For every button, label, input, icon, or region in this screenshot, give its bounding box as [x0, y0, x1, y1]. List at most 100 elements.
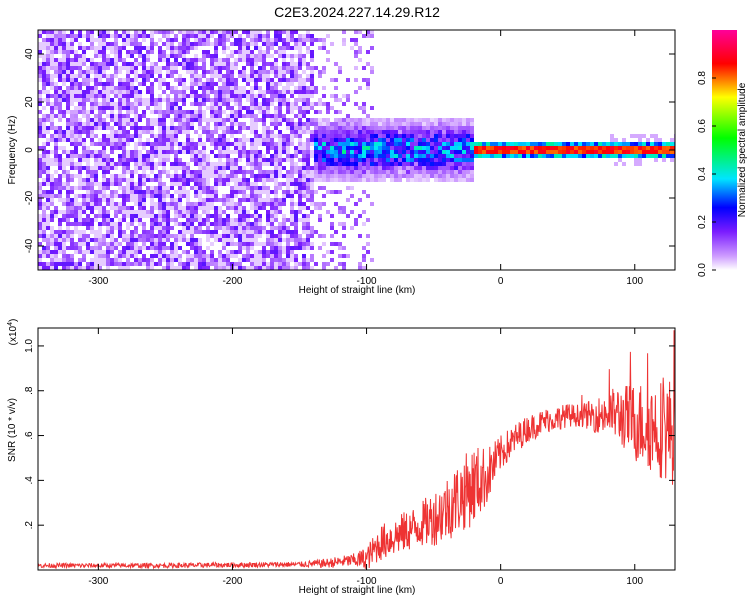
- heatmap-cell: [370, 202, 374, 206]
- heatmap-cell: [238, 202, 242, 206]
- heatmap-cell: [598, 146, 602, 150]
- heatmap-cell: [266, 114, 270, 118]
- heatmap-cell: [218, 146, 222, 150]
- heatmap-cell: [366, 78, 370, 82]
- heatmap-cell: [74, 222, 78, 226]
- heatmap-cell: [230, 194, 234, 198]
- heatmap-cell: [330, 226, 334, 230]
- heatmap-cell: [318, 138, 322, 142]
- heatmap-cell: [90, 202, 94, 206]
- heatmap-cell: [54, 30, 58, 34]
- heatmap-cell: [638, 158, 642, 162]
- heatmap-cell: [614, 142, 618, 146]
- heatmap-cell: [130, 70, 134, 74]
- heatmap-cell: [170, 254, 174, 258]
- heatmap-cell: [126, 122, 130, 126]
- heatmap-cell: [346, 130, 350, 134]
- heatmap-cell: [58, 190, 62, 194]
- heatmap-cell: [326, 178, 330, 182]
- heatmap-cell: [174, 106, 178, 110]
- heatmap-cell: [642, 154, 646, 158]
- heatmap-cell: [310, 54, 314, 58]
- heatmap-cell: [94, 50, 98, 54]
- heatmap-cell: [130, 262, 134, 266]
- heatmap-cell: [118, 114, 122, 118]
- heatmap-cell: [214, 54, 218, 58]
- heatmap-cell: [366, 118, 370, 122]
- heatmap-cell: [138, 174, 142, 178]
- heatmap-cell: [426, 150, 430, 154]
- heatmap-cell: [510, 142, 514, 146]
- heatmap-cell: [334, 150, 338, 154]
- heatmap-cell: [182, 222, 186, 226]
- heatmap-cell: [178, 262, 182, 266]
- heatmap-cell: [590, 154, 594, 158]
- heatmap-cell: [130, 254, 134, 258]
- heatmap-cell: [162, 238, 166, 242]
- heatmap-cell: [42, 106, 46, 110]
- heatmap-cell: [250, 146, 254, 150]
- heatmap-cell: [110, 106, 114, 110]
- heatmap-cell: [346, 134, 350, 138]
- heatmap-cell: [282, 98, 286, 102]
- heatmap-cell: [306, 258, 310, 262]
- heatmap-cell: [246, 110, 250, 114]
- heatmap-cell: [166, 210, 170, 214]
- heatmap-cell: [306, 186, 310, 190]
- heatmap-cell: [294, 166, 298, 170]
- heatmap-cell: [170, 118, 174, 122]
- heatmap-cell: [114, 210, 118, 214]
- heatmap-cell: [86, 222, 90, 226]
- heatmap-cell: [462, 162, 466, 166]
- heatmap-cell: [514, 146, 518, 150]
- heatmap-cell: [334, 122, 338, 126]
- heatmap-cell: [258, 94, 262, 98]
- heatmap-cell: [438, 126, 442, 130]
- heatmap-cell: [182, 114, 186, 118]
- heatmap-cell: [262, 90, 266, 94]
- heatmap-cell: [130, 78, 134, 82]
- heatmap-cell: [234, 138, 238, 142]
- heatmap-cell: [242, 150, 246, 154]
- heatmap-cell: [222, 222, 226, 226]
- heatmap-cell: [466, 166, 470, 170]
- heatmap-cell: [74, 266, 78, 270]
- heatmap-cell: [162, 162, 166, 166]
- heatmap-cell: [270, 94, 274, 98]
- heatmap-cell: [190, 62, 194, 66]
- heatmap-cell: [294, 162, 298, 166]
- heatmap-cell: [234, 206, 238, 210]
- heatmap-cell: [246, 98, 250, 102]
- heatmap-cell: [106, 30, 110, 34]
- heatmap-cell: [146, 106, 150, 110]
- heatmap-cell: [262, 114, 266, 118]
- heatmap-cell: [142, 74, 146, 78]
- heatmap-cell: [74, 126, 78, 130]
- heatmap-cell: [202, 66, 206, 70]
- heatmap-cell: [46, 234, 50, 238]
- heatmap-cell: [310, 226, 314, 230]
- heatmap-cell: [318, 110, 322, 114]
- heatmap-cell: [126, 170, 130, 174]
- heatmap-cell: [374, 166, 378, 170]
- heatmap-cell: [354, 118, 358, 122]
- heatmap-cell: [38, 254, 42, 258]
- heatmap-cell: [150, 126, 154, 130]
- heatmap-cell: [214, 102, 218, 106]
- heatmap-cell: [170, 246, 174, 250]
- heatmap-cell: [82, 254, 86, 258]
- heatmap-cell: [74, 98, 78, 102]
- heatmap-cell: [258, 222, 262, 226]
- heatmap-cell: [234, 182, 238, 186]
- heatmap-cell: [86, 166, 90, 170]
- heatmap-cell: [206, 50, 210, 54]
- heatmap-cell: [126, 38, 130, 42]
- heatmap-cell: [110, 190, 114, 194]
- heatmap-cell: [302, 214, 306, 218]
- heatmap-cell: [158, 186, 162, 190]
- heatmap-cell: [334, 110, 338, 114]
- heatmap-cell: [286, 230, 290, 234]
- heatmap-cell: [62, 78, 66, 82]
- heatmap-cell: [38, 242, 42, 246]
- heatmap-cell: [286, 38, 290, 42]
